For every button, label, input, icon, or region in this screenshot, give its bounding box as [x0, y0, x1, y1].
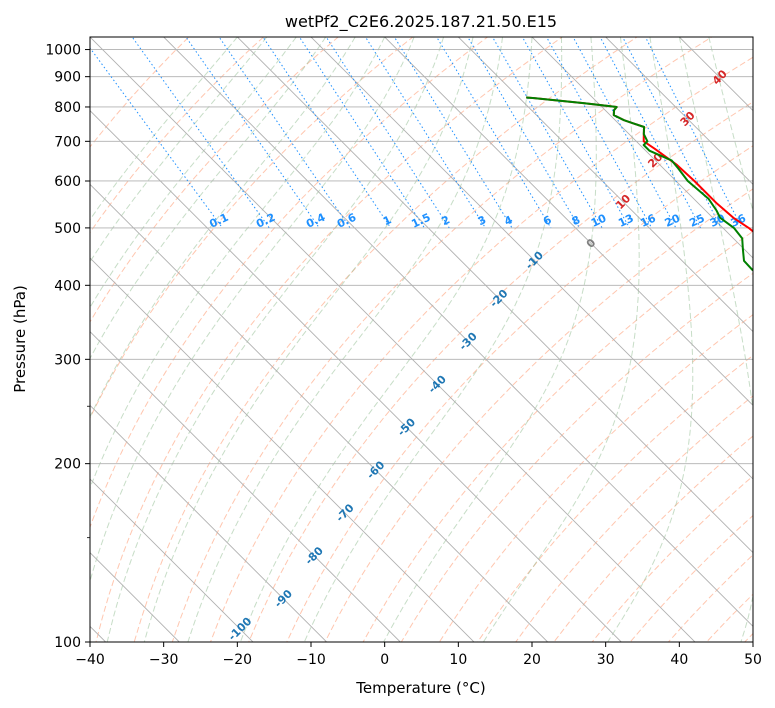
mixing-ratio-label: 25 [687, 212, 706, 230]
isotherm-line [310, 37, 753, 480]
y-tick-label: 800 [54, 100, 81, 116]
dry-adiabat [90, 37, 414, 420]
moist-adiabat [678, 37, 753, 642]
isotherm-line [90, 257, 475, 642]
moist-adiabat [607, 37, 694, 642]
y-axis: 100 200 300 400 500 600 700 800 900 1000 [45, 43, 90, 651]
x-tick-label: −40 [75, 652, 105, 668]
moist-adiabat [90, 37, 356, 419]
mixing-ratio-label: 16 [638, 211, 658, 229]
mixing-ratio-line [185, 37, 320, 229]
dry-adiabat [90, 37, 489, 529]
moist-adiabat [90, 37, 268, 263]
moist-adiabat [143, 37, 474, 642]
mixing-ratio-label: 10 [589, 211, 609, 229]
chart-title: wetPf2_C2E6.2025.187.21.50.E15 [285, 12, 557, 32]
moist-adiabat [90, 37, 386, 490]
isotherm-line [163, 37, 753, 627]
moist-adiabat [383, 37, 597, 642]
dry-adiabat [95, 37, 564, 642]
mixing-ratio-line [262, 37, 392, 229]
mixing-ratio-line [218, 37, 351, 229]
dry-adiabat [324, 188, 753, 642]
isotherm-line [457, 37, 753, 333]
x-axis: −40 −30 −20 −10 0 10 20 30 40 50 [75, 642, 762, 668]
dry-adiabat [515, 395, 753, 642]
isotherm-line [90, 331, 401, 642]
mixing-ratio-line [436, 37, 552, 229]
mixing-ratio-line [298, 37, 425, 229]
mixing-ratio-label: 20 [663, 211, 683, 229]
x-tick-label: 40 [670, 652, 688, 668]
moist-adiabat [482, 37, 640, 642]
plot-frame [89, 36, 754, 643]
mixing-ratio-line [325, 37, 450, 229]
mixing-ratio-line [131, 37, 270, 229]
y-axis-label: Pressure (hPa) [11, 285, 29, 393]
y-tick-label: 100 [54, 635, 81, 651]
mixing-ratio-line [644, 37, 743, 229]
mixing-ratio-line [521, 37, 630, 229]
y-tick-label: 200 [54, 457, 81, 473]
dry-adiabat [248, 101, 753, 642]
isotherm-line [531, 37, 753, 259]
dry-adiabat [171, 37, 713, 642]
y-tick-label: 900 [54, 70, 81, 86]
isotherm-line [605, 37, 753, 185]
x-tick-label: 30 [597, 652, 615, 668]
x-tick-label: 50 [744, 652, 762, 668]
dewpoint-profile [526, 96, 753, 272]
dry-adiabat [477, 354, 753, 642]
x-axis-label: Temperature (°C) [355, 679, 485, 697]
mixing-ratio-line [491, 37, 603, 229]
dry-adiabat [133, 37, 638, 642]
mixing-ratio-label: 30 [708, 211, 728, 229]
dry-adiabat [400, 272, 753, 642]
y-tick-label: 500 [54, 221, 81, 237]
y-tick-label: 400 [54, 278, 81, 294]
y-tick-label: 700 [54, 134, 81, 150]
dry-adiabat [209, 56, 753, 642]
x-tick-label: −10 [296, 652, 326, 668]
plot-area: 0.1 0.2 0.4 0.6 1 1.5 2 3 4 6 8 10 13 16 20 25 30 36-100-… [90, 37, 753, 642]
y-tick-label: 300 [54, 352, 81, 368]
y-tick-label: 600 [54, 174, 81, 190]
isotherm-line [90, 552, 180, 642]
isotherm-line [90, 37, 696, 642]
mixing-ratio-line [545, 37, 653, 229]
moist-adiabat [106, 37, 445, 642]
isotherm-line [90, 478, 254, 642]
isotherm-line [90, 183, 549, 642]
x-tick-label: −20 [223, 652, 253, 668]
dry-adiabat [90, 37, 265, 234]
moist-adiabat [239, 37, 533, 642]
isotherm-line [384, 37, 753, 406]
x-tick-label: −30 [149, 652, 179, 668]
moist-adiabat [90, 37, 297, 309]
profile-lines [526, 96, 753, 272]
isotherm-line [90, 404, 328, 642]
moist-adiabat [187, 37, 503, 642]
x-tick-label: 10 [449, 652, 467, 668]
isotherm-line [236, 37, 753, 554]
x-tick-label: 20 [523, 652, 541, 668]
background-lines [90, 37, 753, 642]
x-tick-label: 0 [380, 652, 389, 668]
mixing-ratio-label: 13 [616, 212, 635, 230]
moist-adiabat [303, 37, 563, 642]
moist-adiabat [90, 37, 238, 221]
y-tick-label: 1000 [45, 43, 81, 59]
isotherm-line [90, 110, 622, 642]
